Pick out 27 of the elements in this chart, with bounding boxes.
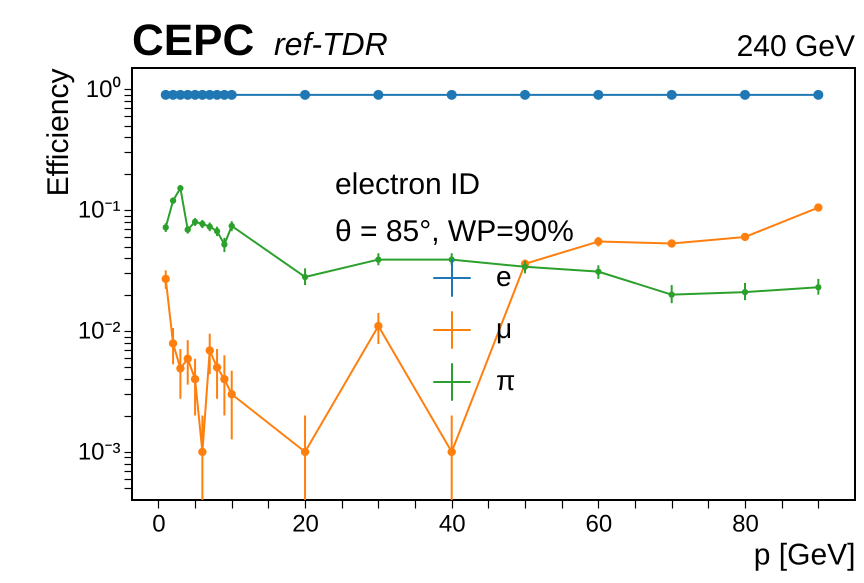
y-tick-label: 10⁻²	[78, 318, 121, 345]
legend-label: π	[496, 365, 516, 396]
point	[520, 90, 530, 100]
y-tick-label: 10⁻³	[78, 438, 121, 466]
annotation: θ = 85°, WP=90%	[335, 215, 574, 248]
point	[446, 90, 457, 100]
y-axis-title: Efficiency	[42, 68, 75, 196]
y-tick-label: 10⁰	[86, 76, 120, 103]
x-axis-title: p [GeV]	[754, 538, 856, 572]
x-tick-label: 20	[292, 510, 319, 538]
chart-title: CEPC	[132, 16, 254, 65]
point	[666, 90, 677, 100]
point	[226, 90, 237, 100]
x-tick-label: 80	[732, 510, 759, 538]
x-tick-label: 60	[586, 510, 612, 538]
point	[593, 90, 604, 100]
annotation: electron ID	[335, 168, 480, 201]
x-tick-label: 40	[438, 510, 466, 538]
point	[740, 90, 750, 100]
legend-label: e	[496, 261, 512, 292]
chart-subtitle: ref-TDR	[274, 26, 388, 62]
text: 240 GeV	[736, 30, 855, 63]
x-tick-label: 0	[152, 510, 166, 538]
point	[300, 90, 310, 100]
point	[373, 90, 384, 100]
y-tick-label: 10⁻¹	[78, 196, 121, 224]
point	[813, 90, 824, 100]
